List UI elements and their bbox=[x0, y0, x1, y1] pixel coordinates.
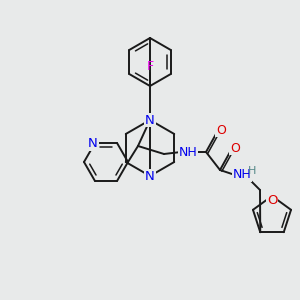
Text: O: O bbox=[267, 194, 277, 208]
Text: N: N bbox=[145, 169, 155, 182]
Text: O: O bbox=[216, 124, 226, 136]
Text: F: F bbox=[146, 61, 154, 74]
Text: NH: NH bbox=[232, 169, 251, 182]
Text: O: O bbox=[230, 142, 240, 154]
Text: N: N bbox=[88, 137, 98, 150]
Text: H: H bbox=[248, 166, 256, 176]
Text: NH: NH bbox=[178, 146, 197, 158]
Text: N: N bbox=[145, 113, 155, 127]
